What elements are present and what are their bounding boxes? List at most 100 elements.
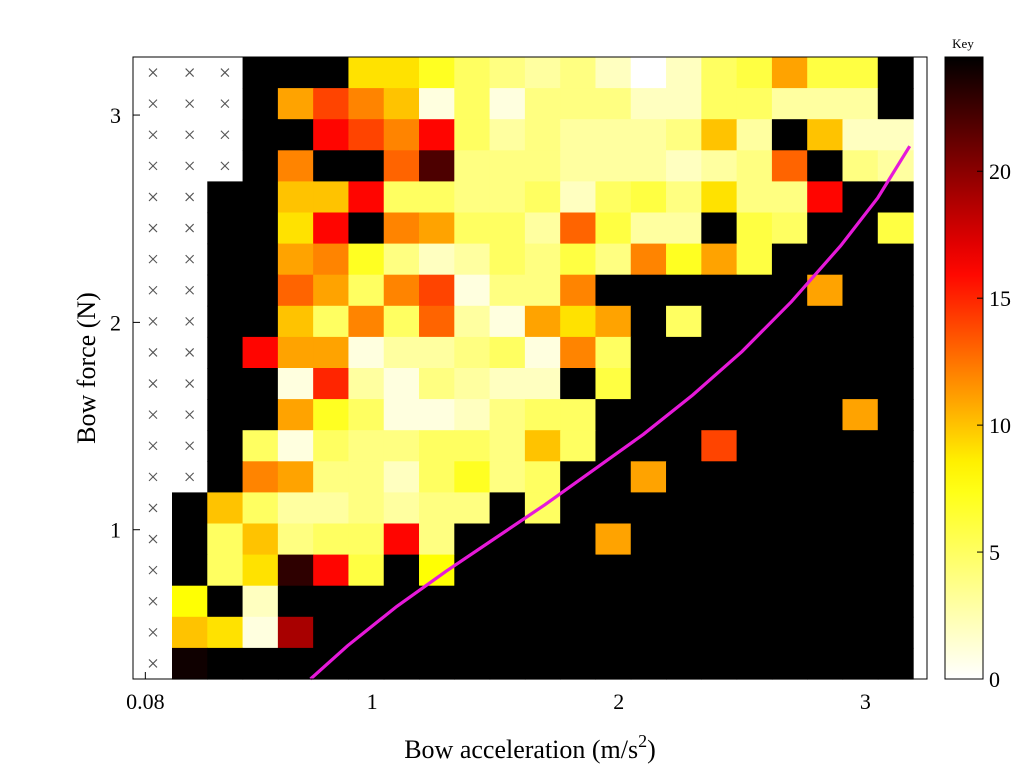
heatmap-cell	[348, 150, 385, 182]
heatmap-cell	[560, 57, 597, 89]
missing-marker	[148, 472, 158, 482]
heatmap-cell	[807, 274, 844, 307]
heatmap-cell	[277, 461, 314, 493]
missing-marker	[148, 68, 158, 77]
heatmap-cell	[348, 368, 385, 400]
heatmap-cell	[771, 492, 808, 525]
heatmap-cell	[489, 399, 526, 431]
heatmap-cell	[701, 430, 738, 462]
heatmap-cell	[771, 119, 808, 151]
y-tick-label: 3	[110, 103, 121, 128]
heatmap-cell	[701, 492, 738, 525]
heatmap-cell	[419, 585, 455, 618]
heatmap-cell	[560, 523, 597, 556]
heatmap-cell	[877, 119, 914, 151]
heatmap-cell	[877, 243, 914, 276]
missing-marker	[220, 68, 230, 77]
missing-marker	[148, 254, 158, 264]
heatmap-cell	[807, 181, 844, 214]
heatmap-cell	[630, 585, 667, 618]
heatmap-cell	[736, 119, 773, 151]
heatmap-cell	[207, 336, 244, 369]
heatmap-cell	[348, 523, 385, 556]
missing-marker	[185, 316, 195, 326]
colorbar	[945, 57, 983, 679]
heatmap-cell	[313, 585, 350, 618]
missing-marker	[148, 223, 158, 233]
heatmap-cell	[842, 585, 879, 618]
heatmap-cell	[842, 399, 879, 431]
missing-marker	[220, 130, 230, 140]
heatmap-cell	[736, 616, 773, 649]
heatmap-cell	[807, 88, 844, 120]
heatmap-cell	[560, 150, 597, 182]
heatmap-cell	[419, 461, 455, 493]
heatmap-cell	[172, 616, 208, 649]
heatmap-cell	[666, 492, 702, 525]
heatmap-cell	[313, 57, 350, 89]
missing-marker	[148, 659, 158, 668]
heatmap-cell	[807, 492, 844, 525]
heatmap-cell	[701, 461, 738, 493]
heatmap-cell	[313, 150, 350, 182]
missing-marker	[185, 223, 195, 233]
heatmap-cell	[242, 88, 279, 120]
heatmap-cell	[842, 181, 879, 214]
heatmap-cell	[454, 336, 491, 369]
heatmap-cell	[807, 461, 844, 493]
heatmap-cell	[560, 274, 597, 307]
missing-marker	[185, 285, 195, 295]
heatmap-cell	[771, 150, 808, 182]
heatmap-cell	[630, 57, 667, 89]
heatmap-cell	[242, 554, 279, 587]
heatmap-cell	[560, 430, 597, 462]
heatmap-cell	[560, 368, 597, 400]
heatmap-cell	[771, 243, 808, 276]
heatmap-cell	[207, 461, 244, 493]
heatmap-cell	[524, 305, 561, 338]
heatmap-cell	[419, 88, 455, 120]
heatmap-cell	[172, 492, 208, 525]
missing-marker	[148, 596, 158, 606]
missing-marker	[185, 472, 195, 482]
heatmap-cell	[877, 616, 914, 649]
heatmap-cell	[666, 554, 702, 587]
heatmap-cell	[807, 336, 844, 369]
heatmap-cell	[630, 616, 667, 649]
heatmap-cell	[736, 88, 773, 120]
heatmap-cell	[348, 430, 385, 462]
heatmap-cell	[666, 616, 702, 649]
heatmap-cell	[595, 212, 632, 245]
heatmap-cell	[419, 647, 455, 680]
heatmap-cell	[877, 492, 914, 525]
heatmap-cell	[666, 336, 702, 369]
heatmap-cell	[207, 399, 244, 431]
heatmap-cell	[207, 181, 244, 214]
heatmap-cell	[348, 57, 385, 89]
heatmap-cell	[630, 399, 667, 431]
colorbar-tick-label: 15	[989, 286, 1011, 311]
heatmap-cell	[877, 399, 914, 431]
missing-marker	[185, 254, 195, 264]
heatmap-cell	[348, 212, 385, 245]
heatmap-cell	[454, 150, 491, 182]
heatmap-cell	[771, 554, 808, 587]
heatmap-cell	[701, 243, 738, 276]
heatmap-cell	[277, 647, 314, 680]
heatmap-cell	[383, 430, 420, 462]
heatmap-cell	[842, 647, 879, 680]
fit-curve	[309, 145, 912, 681]
heatmap-cell	[560, 119, 597, 151]
heatmap-cell	[524, 461, 561, 493]
heatmap-cell	[524, 181, 561, 214]
heatmap-cell	[560, 305, 597, 338]
heatmap-cell	[595, 181, 632, 214]
heatmap-cell	[630, 647, 667, 680]
heatmap-cell	[701, 647, 738, 680]
heatmap-cell	[242, 57, 279, 89]
heatmap-cell	[736, 243, 773, 276]
heatmap-cell	[595, 647, 632, 680]
heatmap-cell	[524, 399, 561, 431]
heatmap-cell	[842, 57, 879, 89]
heatmap-cell	[489, 150, 526, 182]
